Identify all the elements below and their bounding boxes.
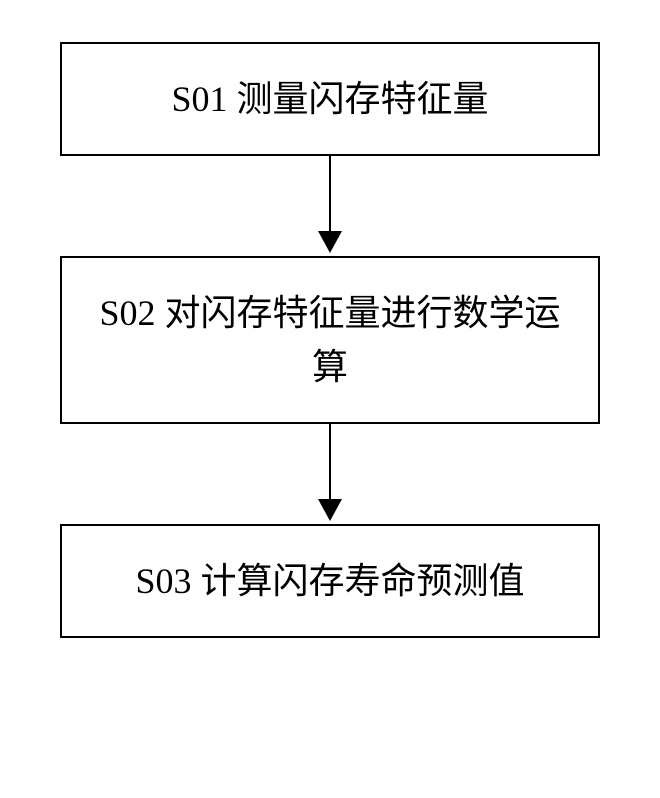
flowchart-container: S01 测量闪存特征量 S02 对闪存特征量进行数学运算 S03 计算闪存寿命预… [0, 0, 660, 638]
flowchart-node-s02: S02 对闪存特征量进行数学运算 [60, 256, 600, 424]
flowchart-node-s03: S03 计算闪存寿命预测值 [60, 524, 600, 638]
arrow-line [329, 156, 331, 231]
arrow-line [329, 424, 331, 499]
node-label: S02 对闪存特征量进行数学运算 [82, 286, 578, 394]
node-label: S01 测量闪存特征量 [171, 72, 488, 126]
flowchart-node-s01: S01 测量闪存特征量 [60, 42, 600, 156]
node-label: S03 计算闪存寿命预测值 [135, 554, 524, 608]
flowchart-edge-s01-s02 [318, 156, 342, 256]
arrow-head-icon [318, 499, 342, 521]
arrow-head-icon [318, 231, 342, 253]
flowchart-edge-s02-s03 [318, 424, 342, 524]
